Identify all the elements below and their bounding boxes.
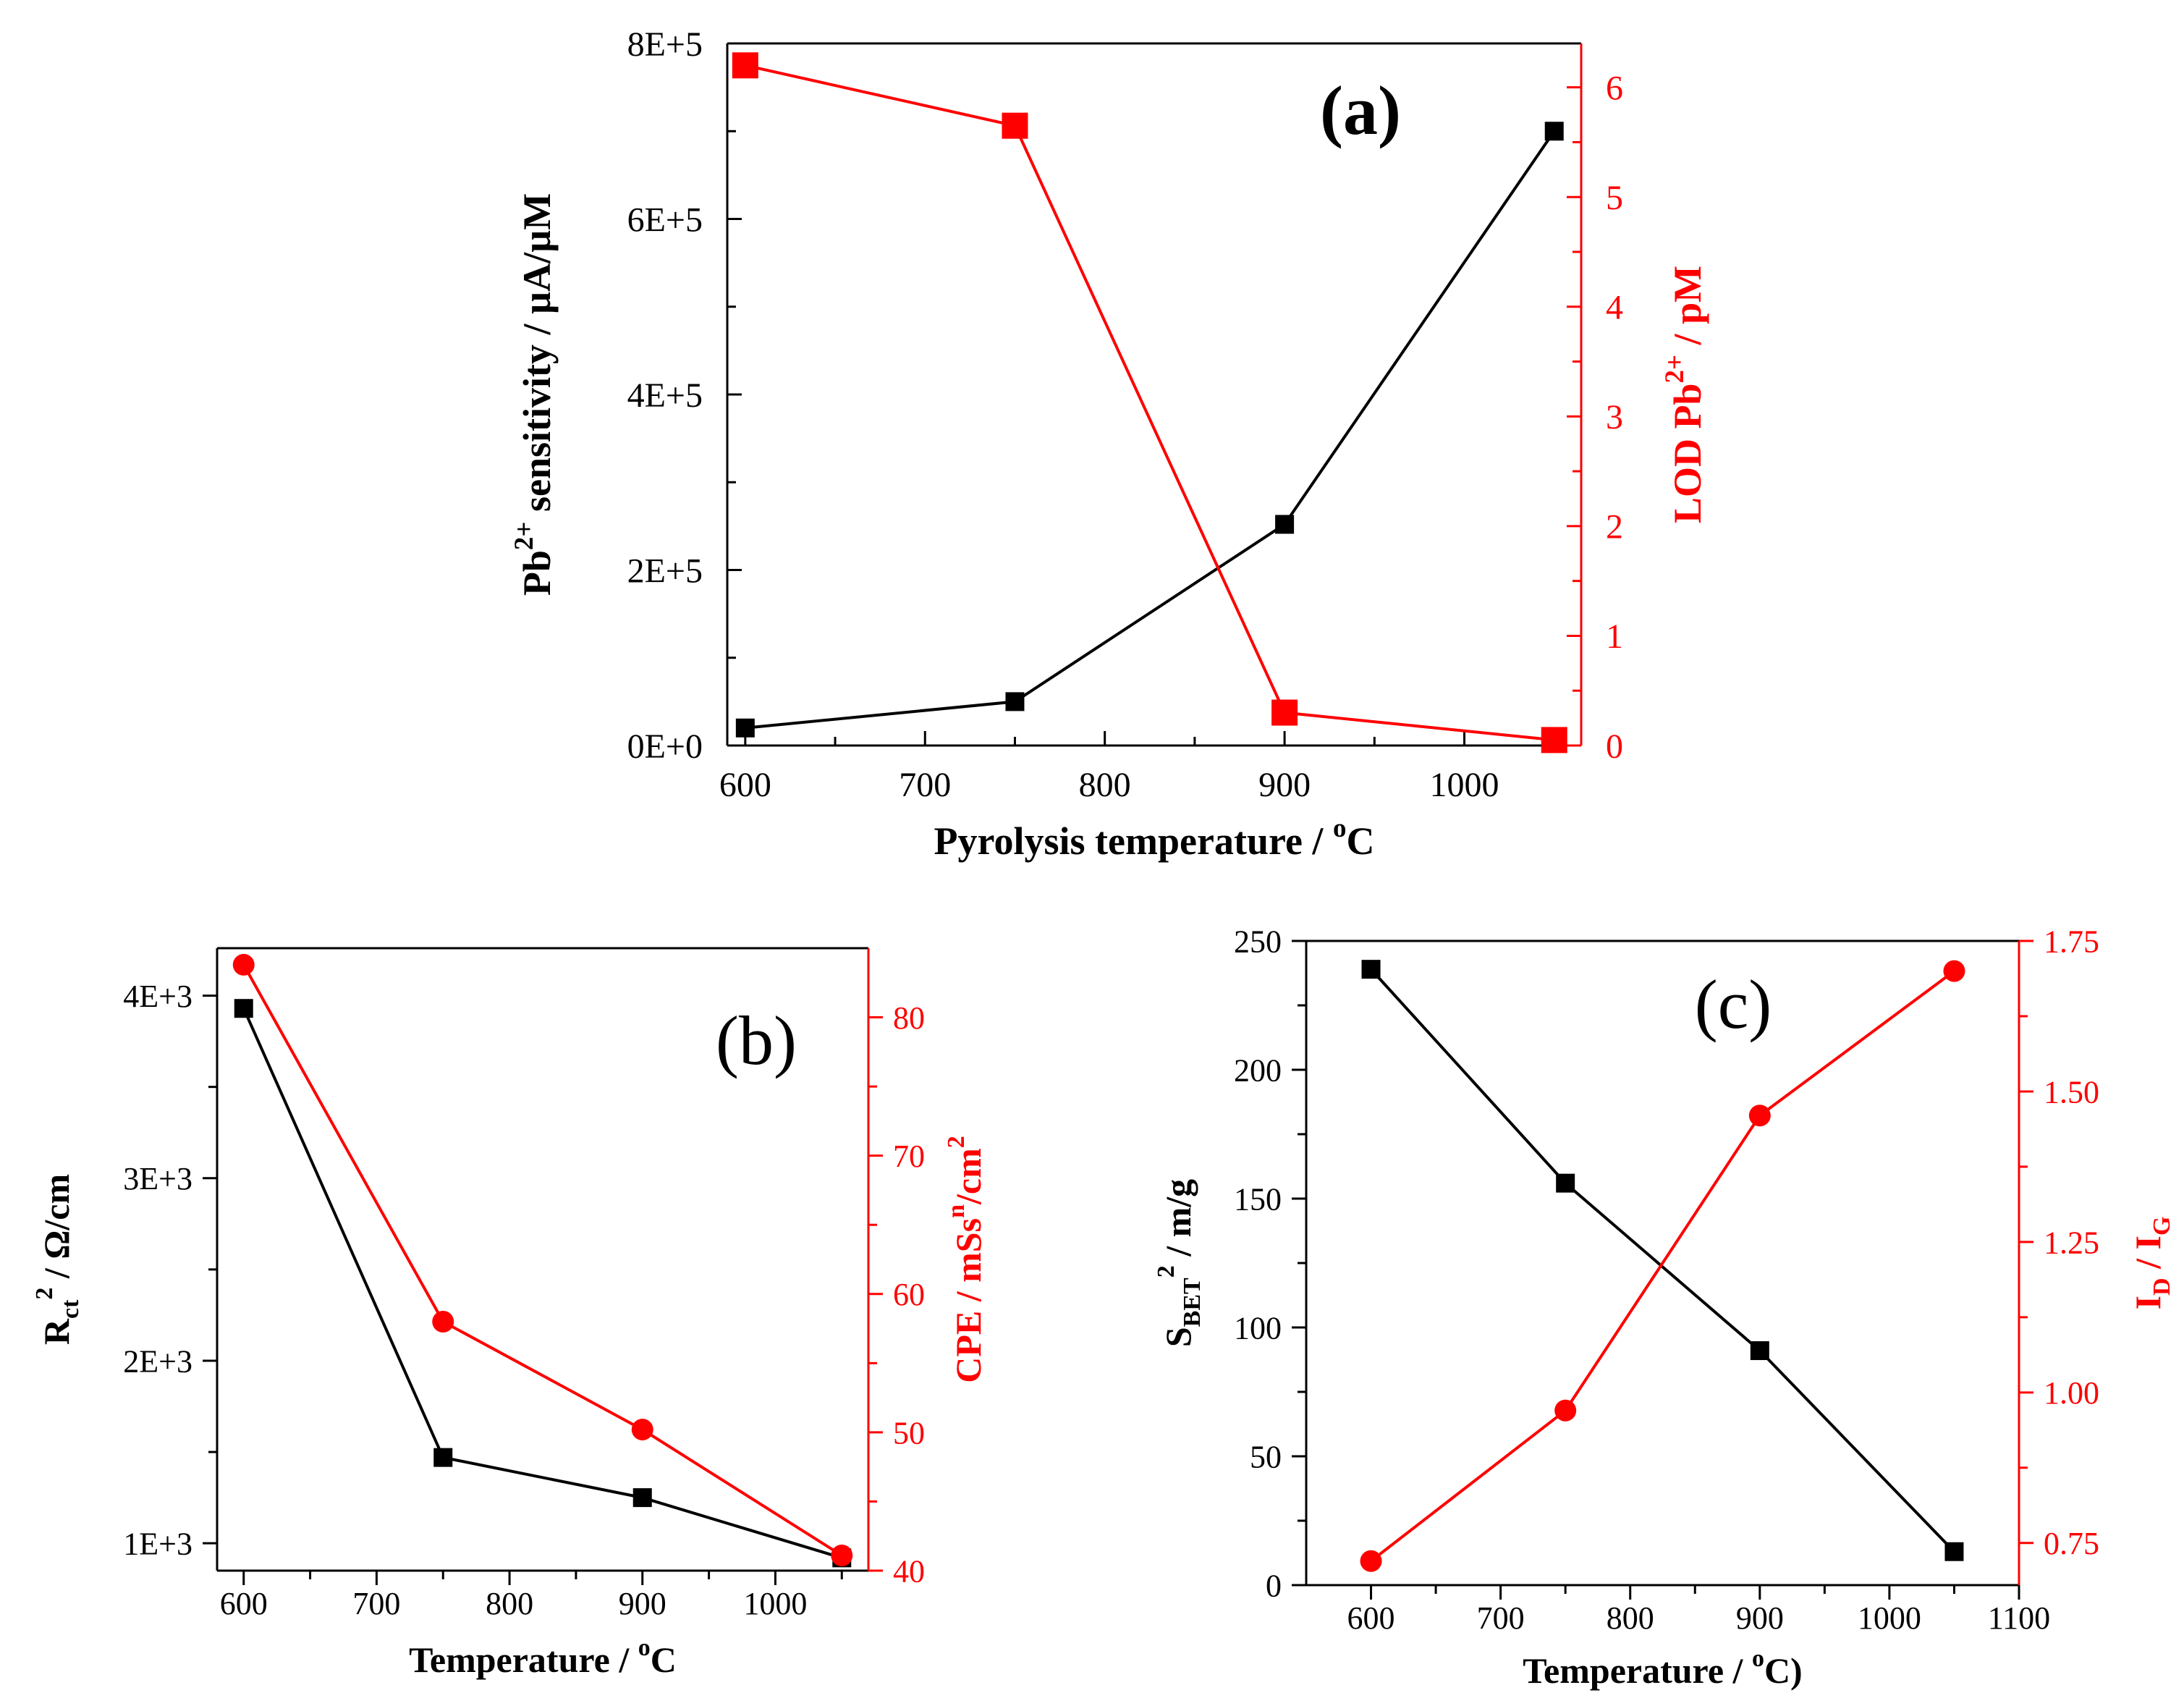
series-left-point	[1944, 1542, 1964, 1561]
y-right-tick-label: 1.75	[2044, 924, 2099, 959]
series-right-point	[631, 1419, 653, 1441]
y-right-tick-label: 80	[893, 1000, 925, 1036]
series-right-line	[745, 64, 1554, 742]
y-right-tick-label: 4	[1606, 289, 1623, 327]
y-left-axis-label: Rct2 / Ω/cm	[31, 1174, 84, 1345]
y-right-tick-label: 6	[1606, 69, 1623, 107]
series-right-point	[1002, 112, 1028, 139]
series-right-point	[1554, 1399, 1577, 1422]
y-left-tick-label: 1E+3	[123, 1526, 192, 1562]
y-left-tick-label: 6E+5	[627, 200, 703, 239]
x-tick-label: 900	[619, 1586, 666, 1621]
series-left-point	[234, 999, 253, 1018]
y-left-tick-label: 250	[1234, 924, 1282, 959]
x-tick-label: 700	[1477, 1600, 1525, 1636]
series-right-point	[232, 953, 255, 976]
series-left-point	[1544, 122, 1564, 141]
series-left-line	[1370, 968, 1955, 1553]
y-right-tick-label: 0.75	[2044, 1526, 2099, 1561]
panel-c: (c) 600 700 800 900 1000 1100 0 50 100 150 200 250 0…	[1153, 924, 2175, 1691]
y-right-tick-label: 5	[1606, 179, 1623, 217]
series-right-point	[831, 1544, 853, 1566]
x-tick-label: 1000	[743, 1586, 807, 1621]
series-right-line	[1370, 969, 1955, 1563]
series-right-point	[1541, 727, 1567, 753]
panel-a-label: (a)	[1320, 72, 1401, 149]
y-left-axis-label: Pb2+ sensitivity / µA/µM	[509, 193, 559, 596]
series-right-point	[1748, 1105, 1771, 1127]
x-tick-label: 800	[486, 1586, 533, 1621]
y-left-tick-label: 2E+3	[123, 1343, 192, 1379]
series-right-point	[732, 52, 758, 79]
x-tick-label: 700	[352, 1586, 400, 1621]
x-tick-label: 600	[1347, 1600, 1395, 1636]
y-left-tick-label: 50	[1250, 1439, 1282, 1474]
x-tick-label: 800	[1607, 1600, 1654, 1636]
y-left-tick-label: 0	[1266, 1568, 1282, 1603]
series-right-point	[1271, 699, 1298, 726]
y-left-tick-label: 4E+5	[627, 376, 703, 415]
panel-b-label: (b)	[716, 1002, 797, 1079]
series-left-point	[1750, 1341, 1769, 1361]
panel-b: (b) 600 700 800 900 1000 1E+3 2E+3 3E+3 4E+3 40 50…	[31, 947, 989, 1680]
y-left-tick-label: 200	[1234, 1052, 1282, 1088]
y-right-tick-label: 50	[893, 1415, 925, 1450]
series-left-point	[735, 718, 755, 738]
y-right-tick-label: 60	[893, 1277, 925, 1312]
x-tick-label: 900	[1736, 1600, 1784, 1636]
y-right-axis-label: CPE / mSsn/cm2	[943, 1136, 989, 1382]
series-right-point	[1360, 1550, 1382, 1572]
x-axis-label: Pyrolysis temperature / oC	[934, 814, 1375, 863]
series-left-line	[745, 130, 1556, 730]
series-left-point	[1361, 960, 1381, 979]
x-tick-label: 1000	[1858, 1600, 1921, 1636]
x-tick-label: 600	[719, 766, 771, 804]
x-tick-label: 900	[1258, 766, 1311, 804]
x-tick-label: 1000	[1430, 766, 1499, 804]
x-axis-label: Temperature / oC	[409, 1634, 677, 1680]
x-tick-label: 800	[1079, 766, 1131, 804]
series-left-point	[1556, 1173, 1575, 1193]
series-left-point	[1275, 515, 1295, 534]
y-left-tick-label: 150	[1234, 1181, 1282, 1217]
y-right-axis-label: LOD Pb2+ / pM	[1660, 266, 1709, 523]
y-right-tick-label: 1	[1606, 617, 1623, 656]
series-right-point	[432, 1311, 454, 1333]
y-right-tick-label: 1.50	[2044, 1074, 2099, 1110]
y-left-tick-label: 3E+3	[123, 1161, 192, 1196]
y-left-axis-label: SBET2 / m/g	[1153, 1179, 1206, 1347]
x-tick-label: 700	[899, 766, 951, 804]
y-left-tick-label: 8E+5	[627, 25, 703, 64]
x-tick-label: 600	[220, 1586, 268, 1621]
y-left-tick-label: 2E+5	[627, 552, 703, 590]
y-left-tick-label: 100	[1234, 1310, 1282, 1346]
y-right-tick-label: 40	[893, 1553, 925, 1589]
y-right-tick-label: 3	[1606, 398, 1623, 436]
panel-a: (a) 600 700 800 900 1000 0E+0 2E+5 4E+5 6E+5 8E+5…	[509, 25, 1709, 863]
series-right-line	[242, 963, 843, 1557]
y-right-tick-label: 1.00	[2044, 1375, 2099, 1411]
y-right-axis-label: ID / IG	[2128, 1217, 2175, 1310]
series-left-point	[433, 1448, 453, 1467]
y-right-tick-label: 70	[893, 1139, 925, 1174]
series-right-point	[1943, 960, 1965, 982]
panel-c-label: (c)	[1695, 966, 1772, 1043]
x-tick-label: 1100	[1988, 1600, 2050, 1636]
y-right-tick-label: 2	[1606, 508, 1623, 546]
series-left-line	[242, 1008, 842, 1560]
series-left-point	[1005, 692, 1025, 711]
y-left-tick-label: 0E+0	[627, 727, 703, 766]
y-left-tick-label: 4E+3	[123, 979, 192, 1014]
y-right-tick-label: 0	[1606, 727, 1623, 766]
x-axis-label: Temperature / oC)	[1523, 1645, 1802, 1691]
y-right-tick-label: 1.25	[2044, 1225, 2099, 1260]
series-left-point	[632, 1488, 652, 1508]
